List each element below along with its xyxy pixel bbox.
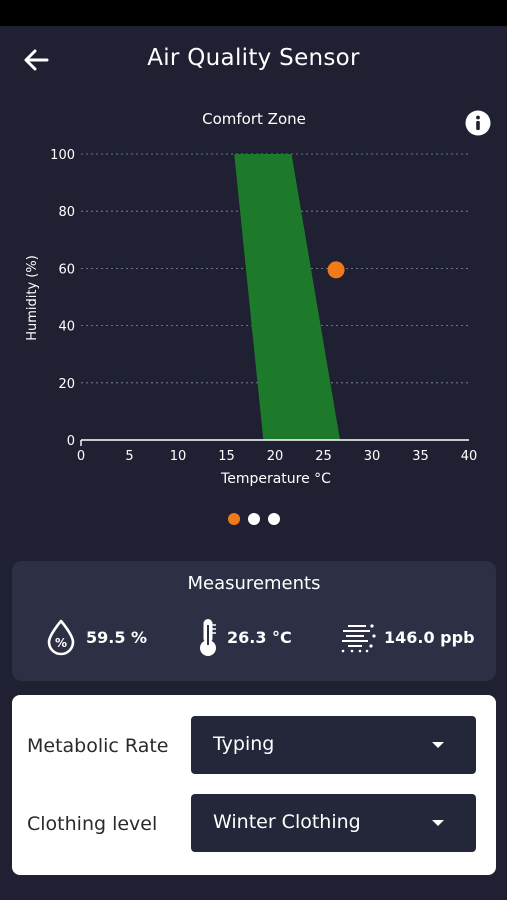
app-bar: Air Quality Sensor (0, 26, 507, 96)
air-quality-metric: 146.0 ppb (340, 617, 475, 657)
thermometer-icon (200, 619, 216, 656)
chevron-down-icon (432, 820, 444, 826)
x-tick-label: 20 (267, 449, 284, 464)
settings-card: Metabolic Rate Typing Clothing level Win… (12, 695, 496, 875)
metabolic-rate-select[interactable]: Typing (191, 716, 476, 774)
x-tick-label: 35 (412, 449, 429, 464)
clothing-level-value: Winter Clothing (213, 811, 361, 833)
y-tick-label: 60 (58, 262, 75, 277)
x-axis-label: Temperature °C (220, 471, 331, 487)
x-tick-label: 5 (125, 449, 133, 464)
x-tick-label: 40 (461, 449, 478, 464)
info-button[interactable] (465, 110, 491, 136)
comfort-zone-area (234, 154, 340, 440)
y-tick-label: 80 (58, 205, 75, 220)
x-tick-label: 15 (218, 449, 235, 464)
x-tick-label: 10 (170, 449, 187, 464)
x-tick-label: 0 (77, 449, 85, 464)
y-tick-label: 40 (58, 320, 75, 335)
y-tick-label: 100 (50, 148, 75, 163)
page-dot-1[interactable] (228, 513, 240, 525)
page-dot-3[interactable] (268, 513, 280, 525)
chevron-down-icon (432, 742, 444, 748)
y-tick-label: 0 (67, 434, 75, 449)
status-bar (0, 0, 507, 26)
x-tick-label: 25 (315, 449, 332, 464)
arrow-left-icon (24, 49, 49, 71)
air-particles-icon (341, 624, 376, 653)
clothing-level-select[interactable]: Winter Clothing (191, 794, 476, 852)
y-axis-label: Humidity (%) (25, 255, 40, 341)
x-tick-label: 30 (364, 449, 381, 464)
page-dot-2[interactable] (248, 513, 260, 525)
comfort-zone-chart: Comfort Zone 0 20 40 60 80 100 0 5 10 15 20 25 30 35 40… (25, 110, 478, 487)
current-reading-point (327, 261, 345, 279)
humidity-metric: % 59.5 % (44, 617, 147, 657)
page-indicator (228, 513, 280, 525)
humidity-drop-icon: % (47, 619, 75, 656)
temperature-value: 26.3 °C (227, 627, 292, 647)
chart-title: Comfort Zone (202, 110, 306, 128)
humidity-value: 59.5 % (86, 627, 148, 647)
page-title: Air Quality Sensor (147, 45, 360, 71)
measurements-title: Measurements (187, 573, 321, 594)
metabolic-rate-value: Typing (213, 733, 275, 755)
y-tick-label: 20 (58, 377, 75, 392)
air-quality-value: 146.0 ppb (384, 627, 475, 647)
metabolic-rate-label: Metabolic Rate (27, 735, 169, 757)
clothing-level-label: Clothing level (27, 813, 158, 835)
back-button[interactable] (16, 42, 56, 78)
svg-text:%: % (55, 636, 67, 650)
measurements-card: Measurements % 59.5 % 26.3 °C (12, 561, 496, 681)
info-circle-icon (465, 110, 491, 136)
temperature-metric: 26.3 °C (197, 617, 292, 657)
